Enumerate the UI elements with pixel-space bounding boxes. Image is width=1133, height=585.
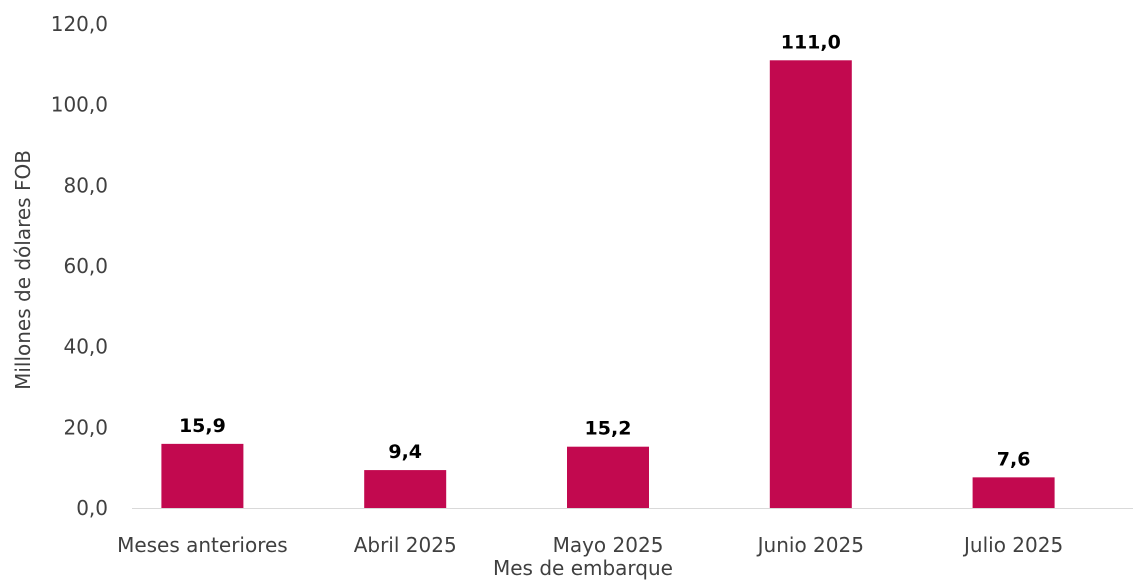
bar: [161, 443, 244, 508]
x-tick-label: Junio 2025: [756, 533, 864, 557]
y-tick-label: 80,0: [63, 173, 108, 197]
y-axis-ticks: 0,0 20,0 40,0 60,0 80,0 100,0 120,0: [51, 12, 108, 520]
y-tick-label: 120,0: [51, 12, 108, 36]
bar-value-label: 15,2: [585, 418, 632, 440]
y-axis-title: Millones de dólares FOB: [11, 150, 35, 390]
x-tick-label: Julio 2025: [962, 533, 1063, 557]
x-tick-label: Mayo 2025: [553, 533, 664, 557]
bar: [769, 60, 852, 509]
y-tick-label: 100,0: [51, 93, 108, 117]
bar-value-label: 7,6: [997, 448, 1031, 470]
bars-group: [161, 60, 1055, 509]
data-labels-group: 15,9 9,4 15,2 111,0 7,6: [179, 31, 1030, 470]
y-tick-label: 40,0: [63, 335, 108, 359]
bar-value-label: 9,4: [388, 441, 422, 463]
bar: [972, 477, 1055, 508]
y-tick-label: 60,0: [63, 254, 108, 278]
x-axis-title: Mes de embarque: [493, 556, 673, 580]
bar-value-label: 15,9: [179, 415, 226, 437]
x-tick-label: Meses anteriores: [117, 533, 288, 557]
bar: [364, 470, 447, 508]
bar-value-label: 111,0: [781, 31, 841, 53]
y-tick-label: 0,0: [76, 496, 108, 520]
x-tick-label: Abril 2025: [354, 533, 457, 557]
x-axis-ticks: Meses anteriores Abril 2025 Mayo 2025 Junio…: [117, 533, 1063, 557]
y-tick-label: 20,0: [63, 415, 108, 439]
bar: [567, 446, 649, 508]
